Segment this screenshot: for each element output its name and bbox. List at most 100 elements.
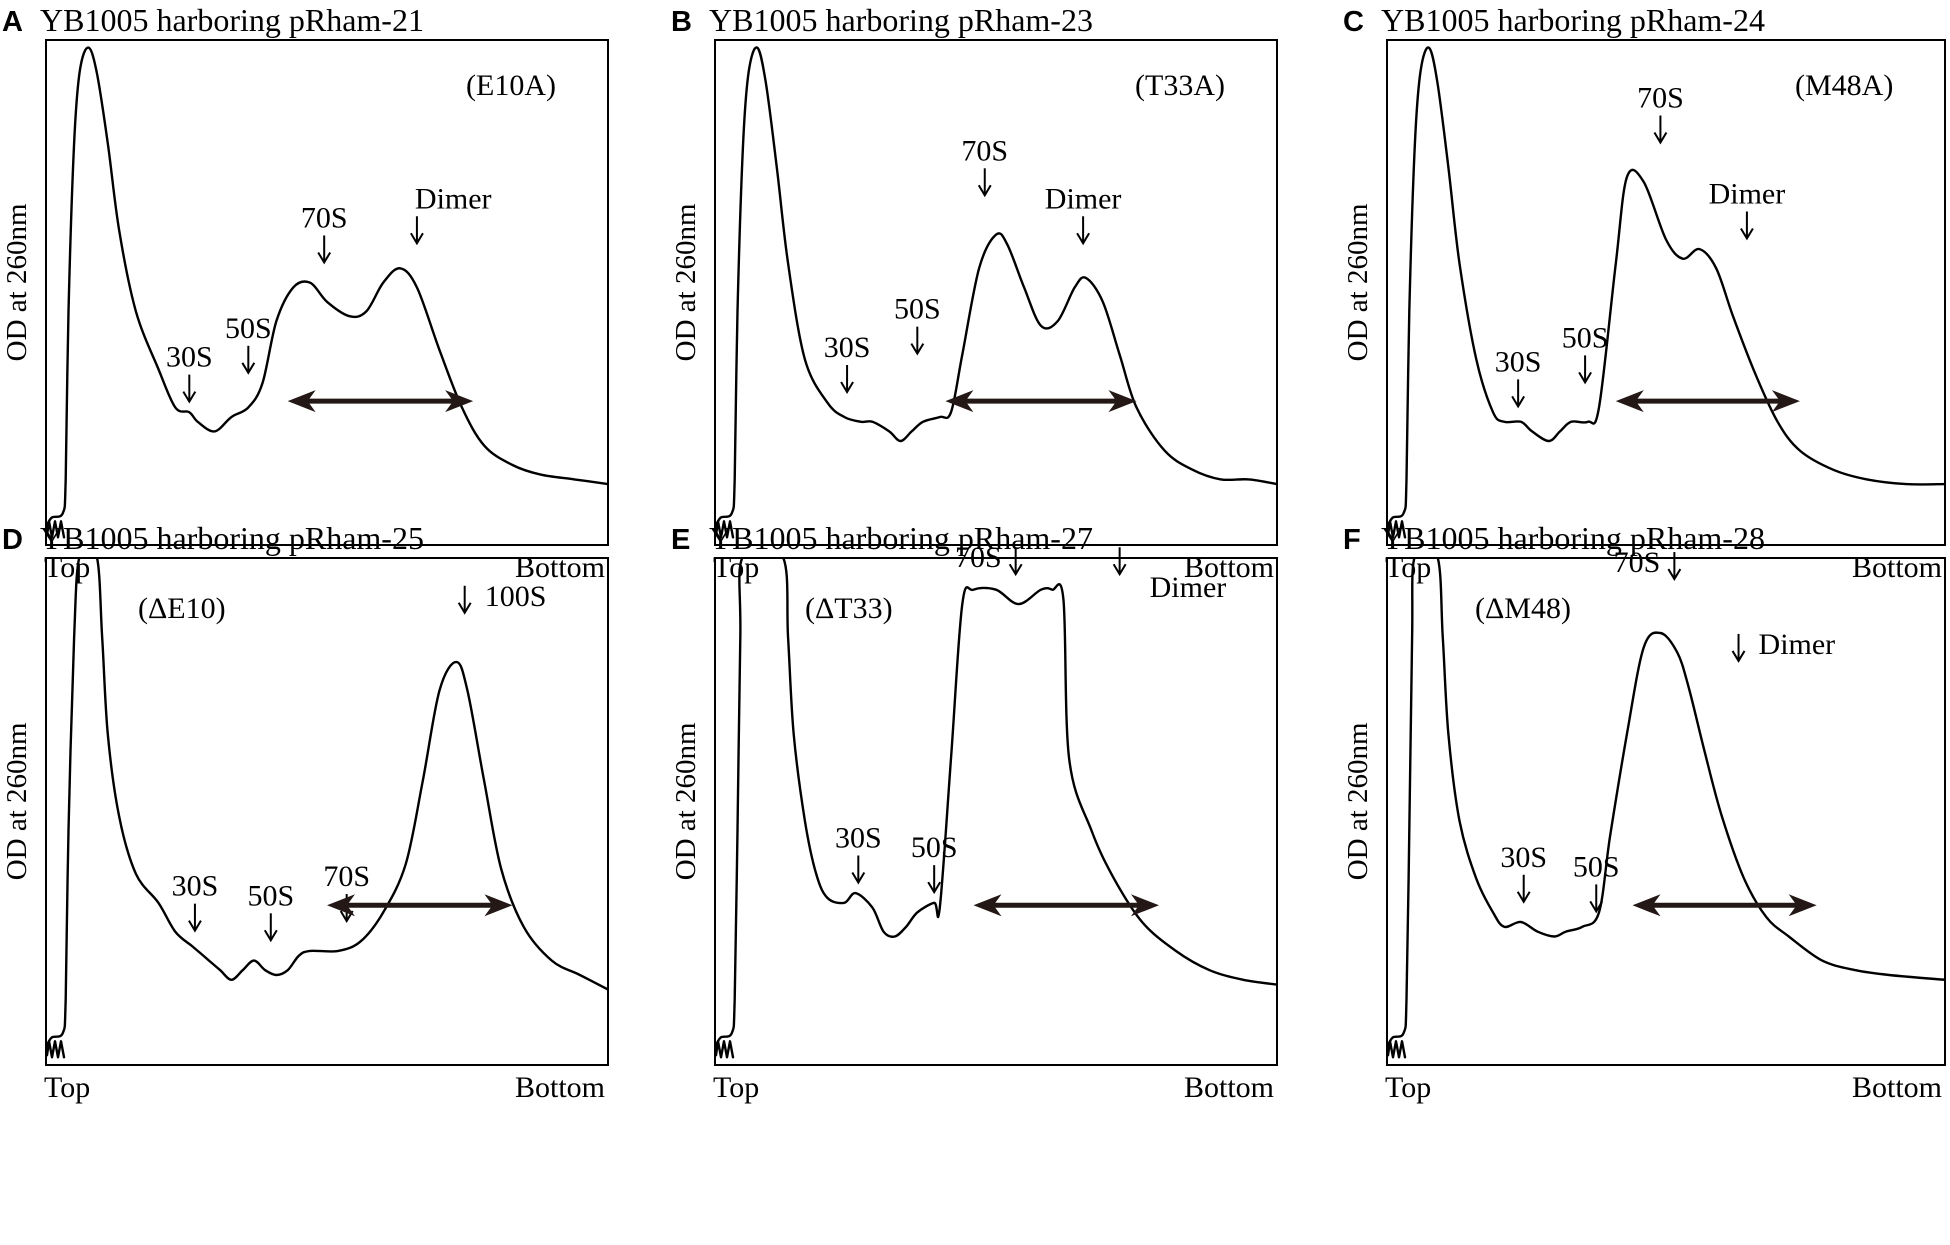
- x-label-top: Top: [1385, 1071, 1431, 1104]
- range-arrow-head-right: [1788, 894, 1817, 917]
- panel-e: E YB1005 harboring pRham-27 OD at 260nm Top…: [670, 520, 1278, 1104]
- marker-label: Dimer: [1045, 182, 1122, 215]
- range-arrow-head-left: [287, 390, 316, 413]
- marker-label: Dimer: [1150, 571, 1227, 604]
- peak-marker-70s: 70S: [955, 541, 1023, 577]
- peak-marker-50s: 50S: [911, 831, 958, 895]
- marker-arrow-head: [1076, 232, 1090, 246]
- range-arrow-head-right: [484, 894, 513, 917]
- panel-title: YB1005 harboring pRham-28: [1381, 520, 1765, 556]
- panel-title: YB1005 harboring pRham-27: [709, 520, 1093, 556]
- x-label-top: Top: [713, 551, 759, 584]
- baseline-noise: [1386, 1040, 1407, 1059]
- plot-frame: [45, 557, 609, 1066]
- marker-label: 70S: [961, 134, 1008, 167]
- marker-label: Dimer: [1709, 177, 1786, 210]
- x-label-bottom: Bottom: [1184, 1071, 1274, 1104]
- peak-marker-dimer: Dimer: [1045, 182, 1122, 246]
- y-axis-label: OD at 260nm: [670, 722, 702, 880]
- x-label-top: Top: [713, 1071, 759, 1104]
- marker-arrow-head: [1008, 563, 1023, 577]
- marker-arrow-head: [910, 343, 925, 356]
- fraction-range-arrow: [973, 894, 1159, 917]
- peak-marker-50s: 50S: [1573, 850, 1620, 914]
- panel-letter: C: [1343, 6, 1364, 38]
- plot-frame: [45, 39, 609, 546]
- fraction-range-arrow: [327, 894, 513, 917]
- range-arrow-head-right: [1130, 894, 1159, 917]
- peak-marker-30s: 30S: [166, 341, 213, 404]
- marker-label: 50S: [247, 879, 294, 912]
- marker-arrow-head: [1667, 568, 1682, 581]
- panel-title: YB1005 harboring pRham-25: [40, 520, 424, 556]
- marker-label: Dimer: [1759, 628, 1836, 661]
- x-label-bottom: Bottom: [515, 551, 605, 584]
- marker-arrow-head: [1112, 563, 1127, 577]
- peak-marker-70s: 70S: [1614, 546, 1682, 581]
- peak-marker-70s: 70S: [961, 134, 1008, 198]
- x-label-top: Top: [44, 1071, 90, 1104]
- baseline-noise: [714, 1040, 735, 1059]
- mutation-label: (ΔM48): [1475, 592, 1571, 625]
- marker-label: 70S: [301, 201, 348, 234]
- peak-marker-dimer: Dimer: [1731, 628, 1836, 663]
- baseline-noise: [45, 1040, 66, 1059]
- x-label-bottom: Bottom: [1852, 1071, 1942, 1104]
- absorbance-trace: [1387, 558, 1945, 1049]
- range-arrow-head-left: [327, 894, 355, 917]
- panel-c: C YB1005 harboring pRham-24 OD at 260nm Top…: [1342, 2, 1946, 584]
- marker-arrow-head: [1653, 132, 1668, 145]
- absorbance-trace: [1387, 46, 1945, 529]
- marker-arrow-head: [457, 602, 472, 615]
- marker-arrow-head: [241, 362, 256, 375]
- marker-arrow-head: [263, 929, 278, 943]
- marker-label: 50S: [911, 831, 958, 864]
- panel-a: A YB1005 harboring pRham-21 OD at 260nm Top…: [1, 2, 609, 584]
- marker-arrow-head: [1740, 227, 1754, 241]
- absorbance-trace: [46, 46, 608, 529]
- marker-label: 30S: [172, 870, 219, 903]
- marker-label: 30S: [835, 821, 882, 854]
- marker-arrow-head: [1578, 371, 1592, 385]
- marker-label: 50S: [1573, 850, 1620, 883]
- marker-label: 30S: [1495, 345, 1542, 378]
- marker-arrow-head: [1511, 395, 1525, 409]
- marker-arrow-head: [977, 184, 992, 198]
- marker-arrow-head: [188, 920, 202, 933]
- peak-marker-70s: 70S: [301, 201, 348, 265]
- range-arrow-head-right: [1771, 390, 1800, 413]
- plot-frame: [714, 39, 1278, 546]
- x-label-bottom: Bottom: [1852, 551, 1942, 584]
- marker-arrow-head: [1589, 900, 1604, 914]
- marker-arrow-head: [1731, 650, 1746, 663]
- peak-marker-dimer: Dimer: [1112, 547, 1227, 604]
- range-arrow-head-left: [1615, 390, 1644, 413]
- mutation-label: (ΔT33): [805, 592, 893, 625]
- peak-marker-50s: 50S: [225, 312, 272, 375]
- range-arrow-head-right: [1108, 390, 1137, 413]
- marker-label: 30S: [824, 331, 871, 364]
- x-label-bottom: Bottom: [515, 1071, 605, 1104]
- marker-arrow-head: [317, 251, 332, 265]
- x-label-top: Top: [44, 551, 90, 584]
- peak-marker-30s: 30S: [1500, 841, 1547, 904]
- marker-label: 100S: [485, 580, 547, 613]
- range-arrow-head-left: [1632, 894, 1661, 917]
- mutation-label: (ΔE10): [138, 592, 226, 625]
- peak-marker-50s: 50S: [247, 879, 294, 943]
- baseline-noise: [1386, 520, 1407, 539]
- marker-label: 70S: [1637, 82, 1684, 115]
- marker-label: 70S: [1614, 546, 1661, 579]
- marker-label: 30S: [1500, 841, 1547, 874]
- marker-label: 50S: [1562, 321, 1609, 354]
- panel-f: F YB1005 harboring pRham-28 OD at 260nm Top…: [1342, 520, 1946, 1104]
- marker-arrow-head: [1516, 891, 1531, 904]
- marker-arrow-head: [851, 871, 866, 885]
- range-arrow-head-left: [973, 894, 1002, 917]
- marker-label: 50S: [894, 293, 941, 326]
- y-axis-label: OD at 260nm: [1, 722, 33, 880]
- plot-frame: [714, 557, 1278, 1066]
- peak-marker-30s: 30S: [824, 331, 871, 394]
- absorbance-trace: [715, 558, 1277, 1049]
